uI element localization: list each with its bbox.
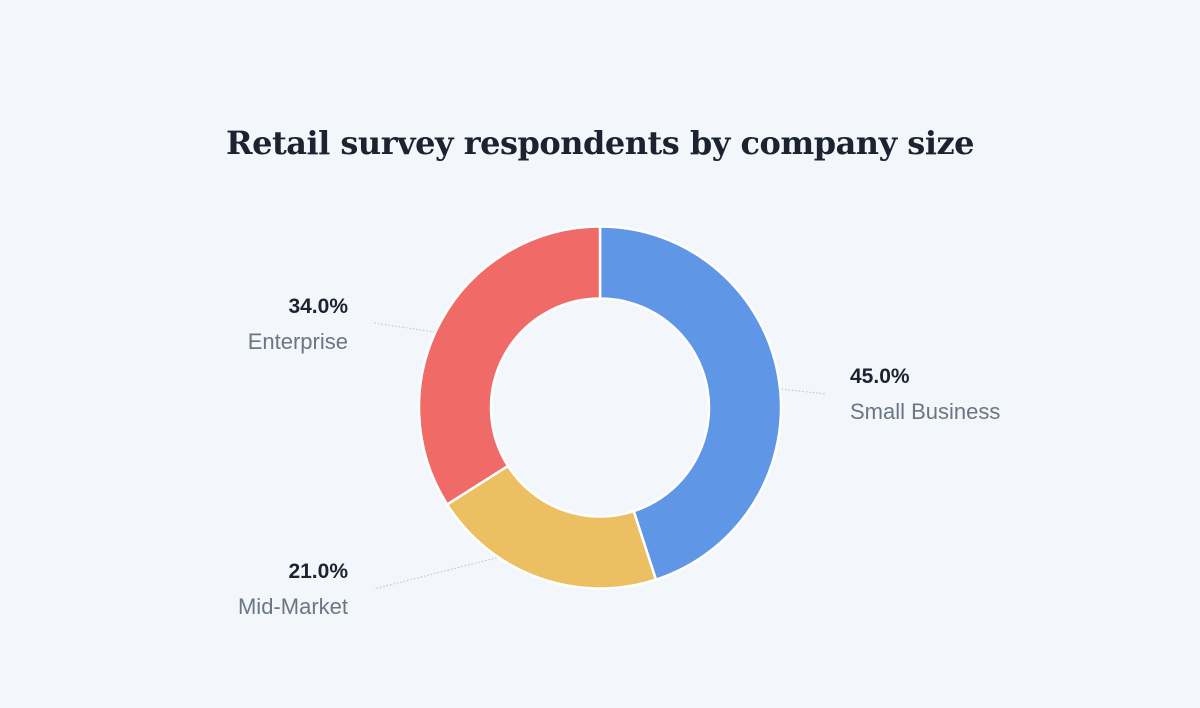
slice-small-business[interactable] bbox=[598, 225, 783, 581]
leader-line-mid-market bbox=[373, 543, 552, 590]
slice-mid-market[interactable] bbox=[445, 464, 658, 590]
value-label-enterprise: 34.0% bbox=[288, 295, 348, 318]
labels-layer: 45.0% Small Business 21.0% Mid-Market 34.0% E… bbox=[238, 295, 1000, 619]
leader-line-enterprise bbox=[373, 322, 474, 339]
slices-layer bbox=[417, 225, 783, 590]
chart-title: Retail survey respondents by company siz… bbox=[225, 124, 975, 162]
slice-enterprise[interactable] bbox=[417, 225, 602, 506]
value-label-mid-market: 21.0% bbox=[288, 560, 348, 583]
category-label-small-business: Small Business bbox=[850, 399, 1000, 424]
category-label-enterprise: Enterprise bbox=[248, 329, 348, 354]
category-label-mid-market: Mid-Market bbox=[238, 594, 348, 619]
value-label-small-business: 45.0% bbox=[850, 365, 910, 388]
